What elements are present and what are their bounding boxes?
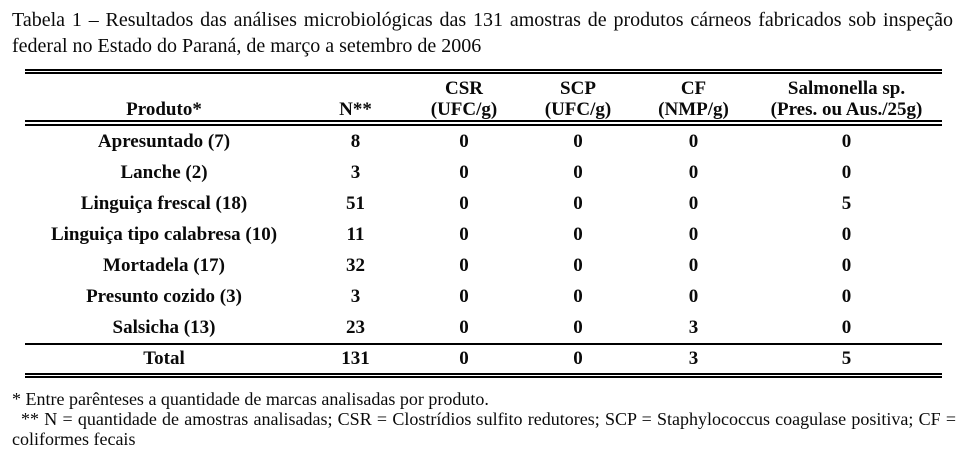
cell-total-scp: 0 [520, 343, 636, 378]
cell-cf: 0 [688, 192, 699, 214]
cell-salmonella: 0 [841, 316, 852, 338]
column-header-scp-line2: (UFC/g) [544, 99, 612, 120]
cell-salmonella: 0 [841, 161, 852, 183]
cell-n: 3 [350, 161, 361, 183]
cell-n: 32 [346, 254, 365, 276]
table-row-linguica-calabresa: Linguiça tipo calabresa (10) 11 0 0 0 0 [25, 219, 942, 250]
footnote-asterisk: * Entre parênteses a quantidade de marca… [12, 389, 489, 409]
cell-csr: 0 [459, 316, 469, 338]
cell-produto: Lanche (2) [120, 161, 208, 183]
column-header-n-line1: N** [339, 99, 372, 120]
cell-scp: 0 [573, 192, 583, 214]
cell-cf: 0 [688, 223, 699, 245]
column-header-cf: CF (NMP/g) [636, 69, 751, 126]
cell-salmonella: 0 [841, 285, 852, 307]
cell-produto: Presunto cozido (3) [86, 285, 242, 307]
cell-n: 3 [350, 285, 361, 307]
column-header-produto: Produto* [25, 69, 303, 126]
cell-csr: 0 [459, 223, 469, 245]
cell-total-n: 131 [303, 343, 408, 378]
cell-n: 11 [346, 223, 365, 245]
cell-produto: Mortadela (17) [103, 254, 225, 276]
cell-n: 8 [350, 130, 361, 152]
cell-total-salmonella: 5 [751, 343, 942, 378]
table-row-salsicha: Salsicha (13) 23 0 0 3 0 [25, 312, 942, 344]
cell-csr: 0 [459, 285, 469, 307]
cell-csr: 0 [459, 130, 469, 152]
cell-cf: 0 [688, 285, 699, 307]
table-body: Apresuntado (7) 8 0 0 0 0 Lanche (2) 3 0… [25, 123, 942, 378]
table-row-mortadela: Mortadela (17) 32 0 0 0 0 [25, 250, 942, 281]
footnotes: * Entre parênteses a quantidade de marca… [12, 389, 956, 449]
cell-csr: 0 [459, 161, 469, 183]
footnote-double-asterisk: ** N = quantidade de amostras analisadas… [12, 409, 956, 449]
cell-cf: 0 [688, 130, 699, 152]
cell-n: 51 [346, 192, 365, 214]
cell-csr: 0 [459, 254, 469, 276]
cell-salmonella: 5 [841, 192, 852, 214]
table-caption: Tabela 1 – Resultados das análises micro… [12, 9, 953, 57]
results-table: Produto* N** CSR (UFC/g) SCP (UFC/g) CF … [25, 69, 942, 378]
column-header-scp: SCP (UFC/g) [520, 69, 636, 126]
cell-cf: 3 [688, 316, 699, 338]
cell-scp: 0 [573, 254, 583, 276]
column-header-cf-line1: CF [680, 78, 707, 99]
table-header-row: Produto* N** CSR (UFC/g) SCP (UFC/g) CF … [25, 69, 942, 126]
table-row-apresuntado: Apresuntado (7) 8 0 0 0 0 [25, 123, 942, 157]
table-row-presunto: Presunto cozido (3) 3 0 0 0 0 [25, 281, 942, 312]
cell-csr: 0 [459, 192, 469, 214]
cell-produto: Linguiça frescal (18) [80, 192, 248, 214]
column-header-salmonella-line2: (Pres. ou Aus./25g) [770, 99, 923, 120]
column-header-n: N** [303, 69, 408, 126]
cell-total-label: Total [25, 343, 303, 378]
table-row-linguica-frescal: Linguiça frescal (18) 51 0 0 0 5 [25, 188, 942, 219]
cell-scp: 0 [573, 161, 583, 183]
column-header-salmonella-line1: Salmonella sp. [787, 78, 906, 99]
column-header-produto-line1: Produto* [126, 99, 202, 120]
cell-scp: 0 [573, 285, 583, 307]
cell-produto: Linguiça tipo calabresa (10) [50, 223, 278, 245]
column-header-salmonella: Salmonella sp. (Pres. ou Aus./25g) [751, 69, 942, 126]
cell-produto: Salsicha (13) [112, 316, 216, 338]
cell-produto: Apresuntado (7) [97, 130, 231, 152]
cell-n: 23 [346, 316, 365, 338]
column-header-csr: CSR (UFC/g) [408, 69, 520, 126]
cell-cf: 0 [688, 161, 699, 183]
cell-salmonella: 0 [841, 130, 852, 152]
cell-salmonella: 0 [841, 254, 852, 276]
cell-cf: 0 [688, 254, 699, 276]
column-header-cf-line2: (NMP/g) [658, 99, 729, 120]
column-header-csr-line1: CSR [444, 78, 483, 99]
column-header-scp-line1: SCP [560, 78, 596, 99]
table-total-row: Total 131 0 0 3 5 [25, 343, 942, 378]
cell-scp: 0 [573, 223, 583, 245]
cell-salmonella: 0 [841, 223, 852, 245]
cell-total-cf: 3 [636, 343, 751, 378]
cell-scp: 0 [573, 316, 583, 338]
column-header-csr-line2: (UFC/g) [430, 99, 498, 120]
table-row-lanche: Lanche (2) 3 0 0 0 0 [25, 157, 942, 188]
cell-scp: 0 [573, 130, 583, 152]
cell-total-csr: 0 [408, 343, 520, 378]
